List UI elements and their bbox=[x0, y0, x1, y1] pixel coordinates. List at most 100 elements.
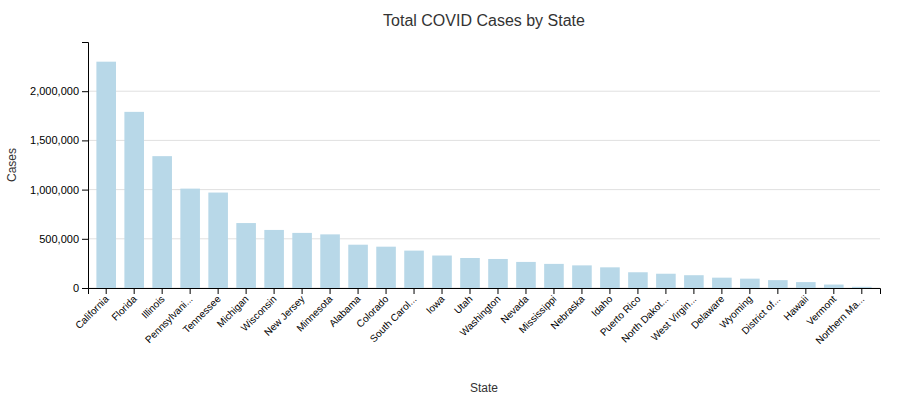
tick-label: Idaho bbox=[589, 293, 615, 319]
y-axis-title: Cases bbox=[5, 148, 19, 182]
bar bbox=[656, 274, 676, 288]
bar bbox=[96, 62, 116, 288]
bar bbox=[740, 279, 760, 288]
tick-label: Utah bbox=[452, 293, 475, 316]
tick-label: 2,000,000 bbox=[30, 85, 79, 97]
bar bbox=[516, 262, 536, 288]
tick: Florida bbox=[109, 288, 139, 323]
tick-mark bbox=[82, 91, 88, 92]
tick-label: West Virgin... bbox=[649, 293, 699, 343]
axis-line bbox=[82, 43, 89, 289]
tick-mark bbox=[665, 288, 666, 294]
tick: Idaho bbox=[589, 288, 615, 319]
tick-mark bbox=[386, 288, 387, 294]
tick-label: Nebraska bbox=[548, 293, 586, 331]
bar bbox=[292, 233, 312, 288]
x-axis-title: State bbox=[470, 381, 498, 395]
tick: California bbox=[73, 288, 111, 331]
grid-line bbox=[88, 91, 880, 92]
tick-mark bbox=[162, 288, 163, 294]
tick-label: 500,000 bbox=[39, 233, 79, 245]
tick-mark bbox=[721, 288, 722, 294]
tick-label: Northern Ma... bbox=[813, 293, 866, 346]
tick-mark bbox=[330, 288, 331, 294]
tick: South Carol... bbox=[368, 288, 419, 344]
tick: 0 bbox=[73, 282, 88, 294]
grid bbox=[88, 91, 880, 288]
bar bbox=[572, 265, 592, 288]
bar bbox=[824, 285, 844, 288]
tick: District of... bbox=[739, 288, 782, 336]
tick-label: Florida bbox=[109, 293, 139, 323]
chart: 0 500,000 1,000,000 1,500,000 2,000,000 Calif… bbox=[0, 0, 900, 400]
tick-mark bbox=[470, 288, 471, 294]
axis-line bbox=[89, 289, 881, 295]
tick-mark bbox=[442, 288, 443, 294]
tick-label: South Carol... bbox=[368, 293, 419, 344]
bar bbox=[712, 278, 732, 288]
bar bbox=[404, 251, 424, 288]
bar bbox=[236, 223, 256, 288]
title: Total COVID Cases by State bbox=[383, 12, 585, 29]
tick: Washington bbox=[458, 288, 503, 338]
bar bbox=[544, 264, 564, 288]
bar bbox=[348, 245, 368, 288]
tick-mark bbox=[805, 288, 806, 294]
grid-line bbox=[88, 238, 880, 239]
grid-line bbox=[88, 189, 880, 190]
tick: Utah bbox=[452, 288, 475, 316]
tick-mark bbox=[637, 288, 638, 294]
tick-mark bbox=[82, 288, 88, 289]
tick: Iowa bbox=[424, 288, 447, 316]
tick: Illinois bbox=[139, 288, 166, 321]
tick-label: 1,500,000 bbox=[30, 134, 79, 146]
tick-mark bbox=[693, 288, 694, 294]
y-axis: 0 500,000 1,000,000 1,500,000 2,000,000 bbox=[30, 43, 88, 295]
bar bbox=[432, 256, 452, 288]
tick-label: Tennessee bbox=[181, 293, 223, 335]
tick: West Virgin... bbox=[649, 288, 699, 343]
tick-mark bbox=[497, 288, 498, 294]
tick-label: Washington bbox=[458, 293, 503, 338]
bar bbox=[796, 282, 816, 288]
tick-mark bbox=[414, 288, 415, 294]
tick: 1,500,000 bbox=[30, 134, 88, 146]
tick-label: District of... bbox=[739, 293, 782, 336]
bar bbox=[628, 272, 648, 288]
tick-mark bbox=[274, 288, 275, 294]
grid-line bbox=[88, 140, 880, 141]
tick-label: Mississippi bbox=[517, 293, 559, 335]
tick: Northern Ma... bbox=[813, 288, 866, 346]
tick-mark bbox=[302, 288, 303, 294]
bar bbox=[768, 280, 788, 288]
tick-label: Pennsylvani... bbox=[143, 293, 195, 345]
tick: 1,000,000 bbox=[30, 184, 88, 196]
plot-area: 0 500,000 1,000,000 1,500,000 2,000,000 Calif… bbox=[30, 43, 880, 347]
tick: Nebraska bbox=[548, 288, 586, 331]
tick-mark bbox=[82, 140, 88, 141]
tick: 500,000 bbox=[39, 233, 88, 245]
tick-mark bbox=[609, 288, 610, 294]
tick-label: 0 bbox=[73, 282, 79, 294]
tick-label: Minnesota bbox=[294, 293, 335, 334]
tick-mark bbox=[246, 288, 247, 294]
bar bbox=[152, 156, 172, 288]
bar bbox=[264, 230, 284, 288]
tick-mark bbox=[553, 288, 554, 294]
tick: 2,000,000 bbox=[30, 85, 88, 97]
bars bbox=[96, 62, 871, 288]
tick-mark bbox=[190, 288, 191, 294]
tick: Minnesota bbox=[294, 288, 335, 334]
bar bbox=[376, 247, 396, 288]
tick-mark bbox=[861, 288, 862, 294]
tick-mark bbox=[106, 288, 107, 294]
bar bbox=[488, 259, 508, 288]
tick-label: North Dakot... bbox=[619, 293, 670, 344]
tick-label: Iowa bbox=[424, 293, 447, 316]
tick-mark bbox=[82, 239, 88, 240]
bar bbox=[684, 275, 704, 288]
tick: Tennessee bbox=[181, 288, 223, 335]
bar bbox=[320, 234, 340, 288]
tick-mark bbox=[749, 288, 750, 294]
tick-mark bbox=[581, 288, 582, 294]
